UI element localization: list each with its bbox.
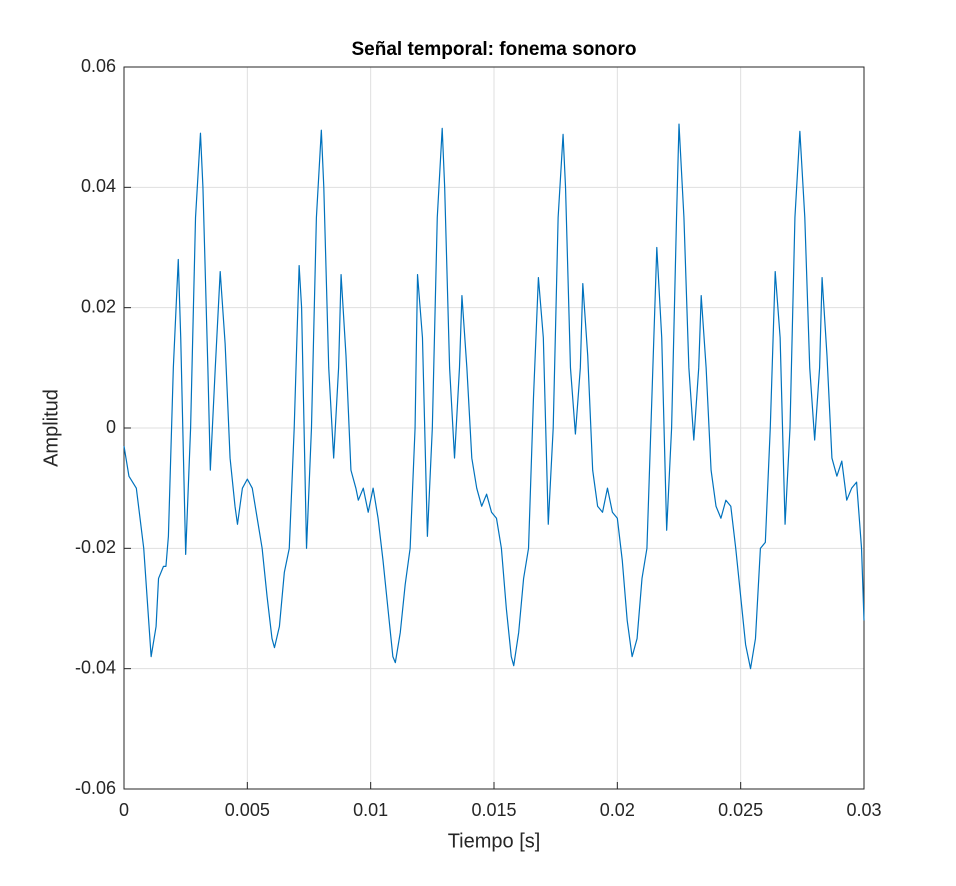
signal-line: [123, 123, 865, 670]
x-tick-label: 0.01: [353, 800, 388, 820]
y-tick-label: -0.02: [75, 537, 116, 557]
y-tick-label: 0.06: [81, 56, 116, 76]
x-tick-label: 0.02: [600, 800, 635, 820]
x-tick-label: 0.005: [225, 800, 270, 820]
y-tick-label: 0.04: [81, 176, 116, 196]
x-tick-label: 0.025: [718, 800, 763, 820]
plot-frame: [123, 66, 865, 790]
x-tick-label: 0: [119, 800, 129, 820]
chart-title: Señal temporal: fonema sonoro: [351, 39, 636, 60]
x-tick-label: 0.015: [471, 800, 516, 820]
y-tick-label: 0.02: [81, 296, 116, 316]
x-tick-label: 0.03: [846, 800, 881, 820]
y-tick-label: -0.06: [75, 778, 116, 798]
x-axis-label: Tiempo [s]: [448, 830, 541, 852]
y-tick-label: 0: [106, 417, 116, 437]
y-tick-label: -0.04: [75, 657, 116, 677]
y-axis-label: Amplitud: [40, 389, 62, 467]
